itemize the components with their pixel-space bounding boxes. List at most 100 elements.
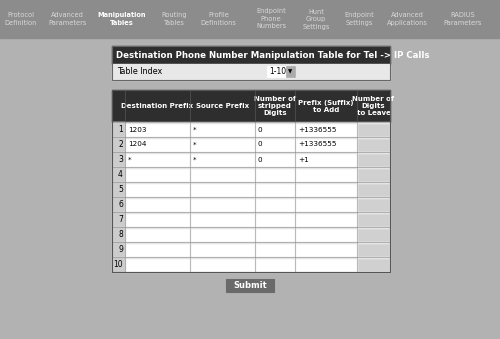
Bar [112, 122, 125, 137]
Text: Table Index: Table Index [117, 67, 162, 77]
Bar [256, 123, 294, 136]
Bar [358, 183, 389, 196]
Bar [358, 243, 389, 256]
Bar [286, 66, 295, 77]
Text: Destination Phone Number Manipulation Table for Tel -> IP Calls: Destination Phone Number Manipulation Ta… [116, 51, 430, 60]
Text: 0: 0 [258, 141, 262, 147]
Bar [256, 139, 294, 151]
Bar [126, 259, 189, 271]
Text: *: * [193, 141, 196, 147]
Bar [296, 199, 356, 211]
Text: *: * [193, 157, 196, 162]
Bar [358, 228, 389, 240]
Bar [296, 259, 356, 271]
Bar [296, 139, 356, 151]
Text: Protocol
Definition: Protocol Definition [5, 12, 37, 26]
Text: Prefix (Suffix)
to Add: Prefix (Suffix) to Add [298, 100, 354, 113]
Text: Manipulation
Tables: Manipulation Tables [97, 12, 146, 26]
Bar [358, 243, 389, 256]
Bar [126, 123, 189, 136]
Bar [0, 0, 500, 38]
Text: Advanced
Applications: Advanced Applications [386, 12, 428, 26]
Bar [267, 66, 295, 77]
Bar [358, 168, 389, 180]
Text: 3: 3 [118, 155, 123, 164]
Bar [256, 199, 294, 211]
Bar [358, 214, 389, 225]
Bar [112, 167, 390, 182]
Bar [112, 122, 390, 137]
Bar [256, 243, 294, 256]
Text: 6: 6 [118, 200, 123, 209]
Bar [112, 46, 390, 80]
Bar [112, 137, 390, 152]
Bar [358, 168, 389, 180]
Bar [296, 243, 356, 256]
Bar [112, 152, 390, 167]
Text: 1203: 1203 [128, 126, 146, 133]
Text: Source Prefix: Source Prefix [196, 103, 249, 109]
Text: Routing
Tables: Routing Tables [161, 12, 187, 26]
Text: Advanced
Parameters: Advanced Parameters [48, 12, 86, 26]
Bar [126, 228, 189, 240]
Text: ▼: ▼ [288, 69, 292, 75]
Bar [296, 154, 356, 165]
Text: 7: 7 [118, 215, 123, 224]
Bar [126, 154, 189, 165]
Bar [112, 197, 390, 212]
Bar [358, 183, 389, 196]
Bar [112, 182, 390, 197]
Text: Profile
Definitions: Profile Definitions [200, 12, 236, 26]
Text: 2: 2 [118, 140, 123, 149]
Bar [296, 228, 356, 240]
Bar [358, 139, 389, 151]
Bar [112, 64, 390, 80]
Bar [112, 90, 390, 122]
Text: +1336555: +1336555 [298, 126, 337, 133]
Bar [112, 212, 125, 227]
Text: RADIUS
Parameters: RADIUS Parameters [444, 12, 482, 26]
Bar [296, 123, 356, 136]
Bar [358, 214, 389, 225]
Bar [112, 257, 125, 272]
Bar [191, 139, 254, 151]
Text: +1: +1 [298, 157, 309, 162]
Bar [256, 259, 294, 271]
Text: Number of
Digits
to Leave: Number of Digits to Leave [352, 96, 395, 116]
Text: Submit: Submit [233, 281, 267, 290]
Bar [358, 139, 389, 151]
Text: Endpoint
Settings: Endpoint Settings [344, 12, 374, 26]
Bar [358, 123, 389, 136]
Text: +1336555: +1336555 [298, 141, 337, 147]
Bar [112, 242, 390, 257]
Bar [112, 197, 125, 212]
Bar [126, 199, 189, 211]
Text: 9: 9 [118, 245, 123, 254]
Bar [112, 257, 390, 272]
Text: 10: 10 [114, 260, 123, 269]
Bar [256, 154, 294, 165]
Bar [256, 214, 294, 225]
Bar [191, 183, 254, 196]
Bar [191, 199, 254, 211]
Bar [112, 227, 125, 242]
Bar [126, 139, 189, 151]
Text: Endpoint
Phone
Numbers: Endpoint Phone Numbers [256, 8, 286, 29]
Bar [358, 259, 389, 271]
Bar [358, 154, 389, 165]
Bar [256, 183, 294, 196]
Text: 8: 8 [118, 230, 123, 239]
Text: 1-10: 1-10 [269, 67, 286, 77]
Bar [191, 214, 254, 225]
Bar [191, 228, 254, 240]
Bar [112, 167, 125, 182]
Text: 1204: 1204 [128, 141, 146, 147]
Bar [126, 183, 189, 196]
Bar [112, 137, 125, 152]
Bar [112, 90, 390, 272]
Bar [126, 168, 189, 180]
Bar [358, 199, 389, 211]
Bar [126, 214, 189, 225]
Bar [358, 123, 389, 136]
Bar [112, 242, 125, 257]
